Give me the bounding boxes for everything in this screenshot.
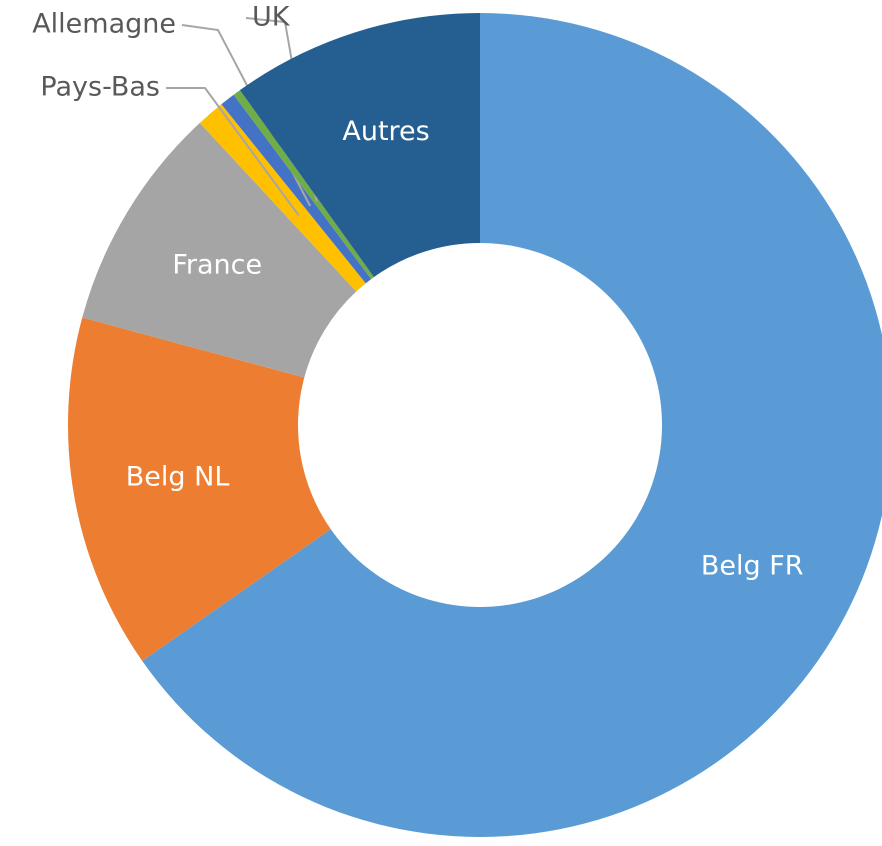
leader-line	[166, 87, 300, 217]
slice-label: Belg NL	[126, 461, 230, 492]
slice	[82, 122, 357, 378]
slice-label: Belg FR	[701, 550, 804, 581]
slice	[142, 13, 882, 837]
slice	[199, 104, 366, 292]
slice-label: Allemagne	[32, 9, 176, 40]
slice-label: Pays-Bas	[40, 72, 160, 103]
slice	[233, 90, 374, 280]
slice-label: France	[172, 250, 262, 281]
slice-label: UK	[252, 2, 291, 33]
slice	[221, 94, 372, 284]
slice	[239, 13, 480, 278]
slice	[67, 317, 331, 661]
slice-label: Autres	[342, 116, 429, 147]
